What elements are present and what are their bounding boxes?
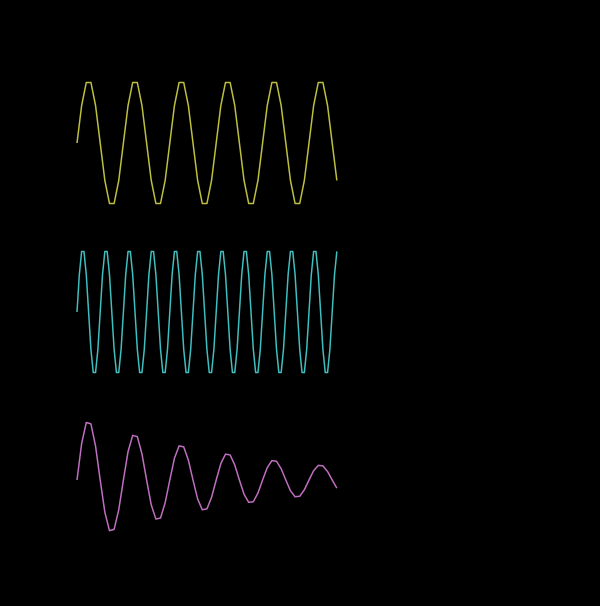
y-tick-label: 1.0 bbox=[61, 245, 72, 253]
subplot-title: SHM wave with frequency of 1 Hz bbox=[242, 60, 376, 69]
x-tick-label: 7 bbox=[400, 219, 404, 227]
x-tick-label: 10 bbox=[537, 556, 546, 564]
x-tick-label: 5 bbox=[307, 388, 311, 396]
y-tick-label: −0.5 bbox=[55, 340, 72, 348]
x-tick-label: 2 bbox=[168, 556, 172, 564]
x-tick-label: 3 bbox=[214, 219, 218, 227]
x-tick-label: 8 bbox=[446, 388, 450, 396]
x-tick-label: 1 bbox=[121, 388, 125, 396]
x-tick-label: 1 bbox=[121, 219, 125, 227]
y-tick-label: −1.0 bbox=[55, 540, 72, 548]
x-tick-label: 5 bbox=[307, 556, 311, 564]
x-tick-label: 10 bbox=[537, 219, 546, 227]
x-tick-label: 4 bbox=[260, 219, 265, 227]
x-tick-label: 6 bbox=[353, 219, 358, 227]
y-tick-label: −0.5 bbox=[55, 508, 72, 516]
x-tick-label: 7 bbox=[400, 388, 404, 396]
y-tick-label: −1.0 bbox=[55, 203, 72, 211]
x-tick-label: 5 bbox=[307, 219, 311, 227]
x-tick-label: 9 bbox=[492, 556, 496, 564]
y-tick-label: 0.0 bbox=[61, 477, 72, 485]
subplot-2: SHM wave with frequency of 2 Hz 1 2 3 4 5 6 7 8 9… bbox=[55, 229, 545, 396]
subplot-title: SHM wave with frequency of 2 Hz bbox=[242, 229, 376, 238]
y-tick-label: −0.5 bbox=[55, 171, 72, 179]
x-tick-label: 2 bbox=[168, 388, 172, 396]
x-tick-label: 3 bbox=[214, 388, 218, 396]
x-tick-label: 9 bbox=[492, 388, 496, 396]
x-tick-label: 7 bbox=[400, 556, 404, 564]
x-tick-label: 6 bbox=[353, 556, 358, 564]
subplot-1: SHM wave with frequency of 1 Hz 1 2 3 4 5 6 7 8 9… bbox=[55, 60, 545, 227]
x-tick-label: 8 bbox=[446, 556, 450, 564]
x-tick-label: 10 bbox=[537, 388, 546, 396]
subplot-3: Damped sine wave with decay constant of … bbox=[55, 397, 545, 564]
x-tick-label: 9 bbox=[492, 219, 496, 227]
x-tick-label: 1 bbox=[121, 556, 125, 564]
x-tick-label: 2 bbox=[168, 219, 172, 227]
x-tick-label: 3 bbox=[214, 556, 218, 564]
y-tick-label: 0.5 bbox=[61, 277, 72, 285]
x-tick-label: 4 bbox=[260, 388, 265, 396]
x-tick-label: 8 bbox=[446, 219, 450, 227]
series-line bbox=[77, 422, 337, 530]
x-axis-label: Time (s) bbox=[283, 566, 337, 581]
y-tick-label: 0.5 bbox=[61, 445, 72, 453]
subplot-title: Damped sine wave with decay constant of … bbox=[214, 397, 405, 406]
y-tick-label: 1.0 bbox=[61, 413, 72, 421]
y-tick-label: 0.5 bbox=[61, 108, 72, 116]
y-tick-label: 1.0 bbox=[61, 76, 72, 84]
y-tick-label: 0.0 bbox=[61, 140, 72, 148]
y-tick-label: 0.0 bbox=[61, 309, 72, 317]
y-tick-label: −1.0 bbox=[55, 372, 72, 380]
x-tick-label: 6 bbox=[353, 388, 358, 396]
x-tick-label: 4 bbox=[260, 556, 265, 564]
